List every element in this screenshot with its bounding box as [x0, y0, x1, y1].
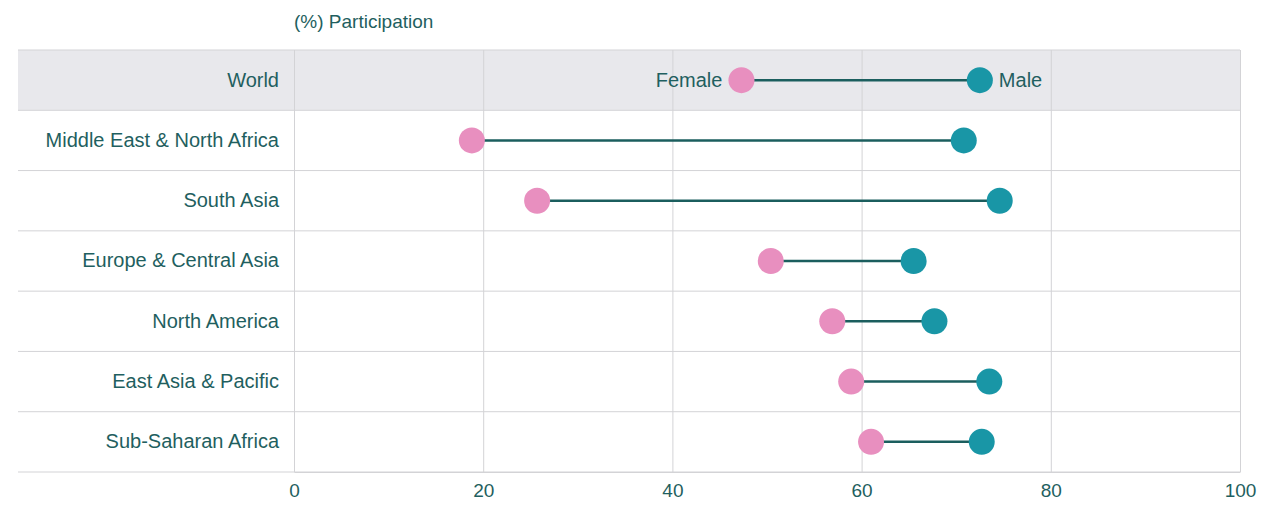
- row-separators: [18, 50, 1240, 472]
- dot: [819, 308, 845, 334]
- connectors: [472, 80, 1000, 442]
- legend-label: Male: [999, 69, 1042, 91]
- y-tick: South Asia: [183, 189, 280, 211]
- dot: [838, 369, 864, 395]
- grid-line: [1051, 50, 1052, 472]
- category-label: North America: [152, 310, 280, 332]
- chart: 0 20 40 60 80 100 World Middle East & North Afr…: [0, 0, 1280, 512]
- x-tick: 100: [1225, 50, 1257, 501]
- x-tick-label: 20: [473, 480, 494, 501]
- connector: [871, 441, 982, 444]
- x-tick: 20: [473, 50, 494, 501]
- series-0: [459, 67, 884, 455]
- x-tick: 80: [1041, 50, 1062, 501]
- axis-title: (%) Participation: [294, 11, 433, 32]
- category-label: Middle East & North Africa: [46, 129, 280, 151]
- dot: [728, 67, 754, 93]
- connector: [472, 139, 964, 142]
- y-tick: World: [227, 69, 279, 91]
- row-separator: [18, 291, 1240, 292]
- y-tick: Sub-Saharan Africa: [106, 430, 280, 452]
- y-axis: World Middle East & North Africa South Asi…: [46, 69, 280, 453]
- row-separator: [18, 411, 1240, 412]
- legend: Female Male: [656, 69, 1042, 91]
- row-separator: [18, 170, 1240, 171]
- category-label: World: [227, 69, 279, 91]
- dot: [969, 429, 995, 455]
- marks: [459, 67, 1013, 455]
- dot: [524, 188, 550, 214]
- x-axis-line: [295, 472, 1241, 473]
- x-tick-label: 80: [1041, 480, 1062, 501]
- connector: [741, 79, 979, 82]
- x-tick-label: 100: [1225, 480, 1257, 501]
- dot: [951, 127, 977, 153]
- dot: [987, 188, 1013, 214]
- row-separator: [18, 110, 1240, 111]
- row-separator: [18, 351, 1240, 352]
- x-tick: 40: [662, 50, 683, 501]
- connector: [537, 199, 1000, 202]
- row-separator: [18, 230, 1240, 231]
- grid-line: [672, 50, 673, 472]
- x-axis: 0 20 40 60 80 100: [289, 50, 1256, 501]
- row-highlight: [18, 50, 1240, 110]
- category-label: East Asia & Pacific: [112, 370, 279, 392]
- grid-line: [294, 50, 295, 472]
- y-tick: East Asia & Pacific: [112, 370, 279, 392]
- grid-line: [483, 50, 484, 472]
- dot: [921, 308, 947, 334]
- grid-line: [1240, 50, 1241, 472]
- dot: [459, 127, 485, 153]
- category-label: South Asia: [183, 189, 280, 211]
- x-tick-label: 0: [289, 480, 300, 501]
- category-label: Europe & Central Asia: [82, 249, 280, 271]
- x-tick-label: 60: [852, 480, 873, 501]
- connector: [832, 320, 934, 323]
- y-tick: Middle East & North Africa: [46, 129, 280, 151]
- row-separator: [18, 50, 1240, 51]
- series-1: [901, 67, 1013, 455]
- dot: [967, 67, 993, 93]
- connector: [851, 380, 989, 383]
- category-label: Sub-Saharan Africa: [106, 430, 280, 452]
- legend-label: Female: [656, 69, 723, 91]
- dot: [901, 248, 927, 274]
- dot: [976, 369, 1002, 395]
- x-tick-label: 40: [662, 480, 683, 501]
- dot: [858, 429, 884, 455]
- row-separator: [18, 472, 1240, 473]
- connector: [771, 260, 914, 263]
- x-tick: 0: [289, 50, 300, 501]
- y-tick: North America: [152, 310, 280, 332]
- y-tick: Europe & Central Asia: [82, 249, 280, 271]
- dot: [758, 248, 784, 274]
